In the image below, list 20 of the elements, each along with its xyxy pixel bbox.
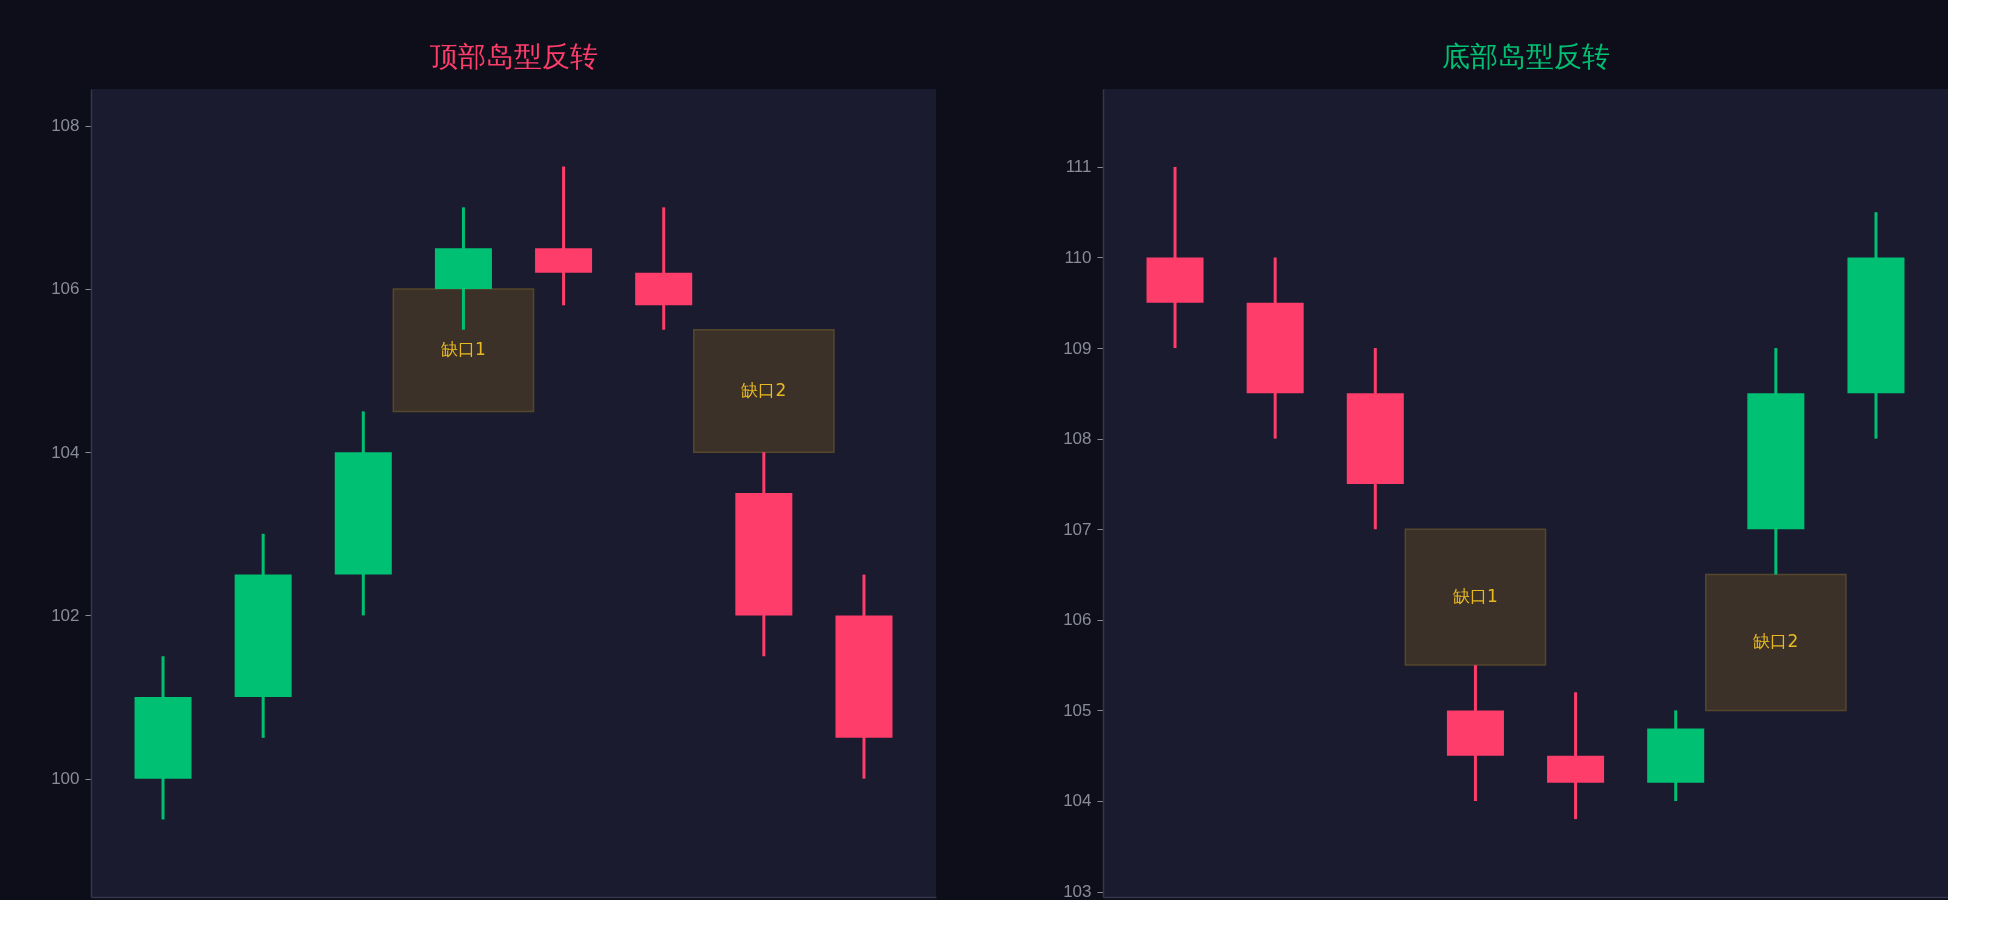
y-tick-label: 104: [51, 442, 80, 462]
y-tick-label: 105: [1063, 700, 1092, 720]
y-tick-label: 103: [1063, 882, 1092, 902]
chart-title: 顶部岛型反转: [429, 40, 598, 73]
chart-title: 底部岛型反转: [1441, 40, 1610, 73]
y-tick-label: 110: [1064, 247, 1092, 267]
y-tick-label: 111: [1065, 157, 1092, 177]
band-label: 缺口2: [741, 379, 787, 400]
y-tick-label: 107: [1063, 519, 1092, 539]
y-tick-label: 102: [51, 605, 80, 625]
y-tick-label: 108: [1063, 429, 1092, 449]
y-tick-label: 106: [51, 279, 80, 299]
y-tick-label: 104: [1063, 791, 1092, 811]
band-label: 缺口1: [1453, 586, 1498, 607]
band-label: 缺口2: [1753, 631, 1799, 652]
y-tick-label: 108: [51, 116, 80, 136]
y-tick-label: 100: [51, 769, 80, 789]
y-tick-label: 106: [1063, 610, 1092, 630]
y-tick-label: 109: [1063, 338, 1092, 358]
band-label: 缺口1: [441, 339, 486, 360]
